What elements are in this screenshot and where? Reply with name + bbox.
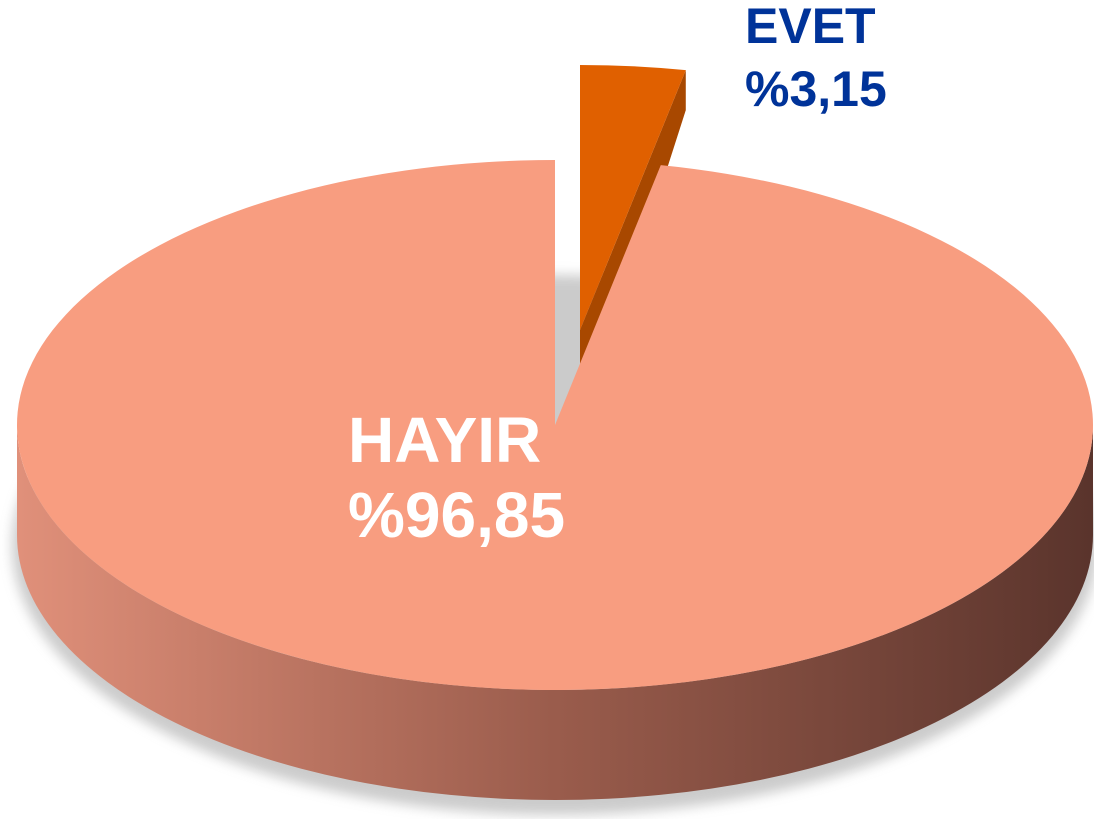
pie	[12, 65, 1094, 815]
value-label: %3,15	[745, 61, 887, 117]
value-label: %96,85	[348, 479, 565, 551]
slice-label: HAYIR	[348, 404, 541, 476]
pie-slice	[580, 65, 686, 330]
pie-slice	[17, 160, 1093, 690]
slice-label: EVET	[745, 0, 876, 54]
pie-side	[17, 425, 1093, 800]
labels: EVET %3,15 HAYIR%96,85	[348, 0, 887, 551]
